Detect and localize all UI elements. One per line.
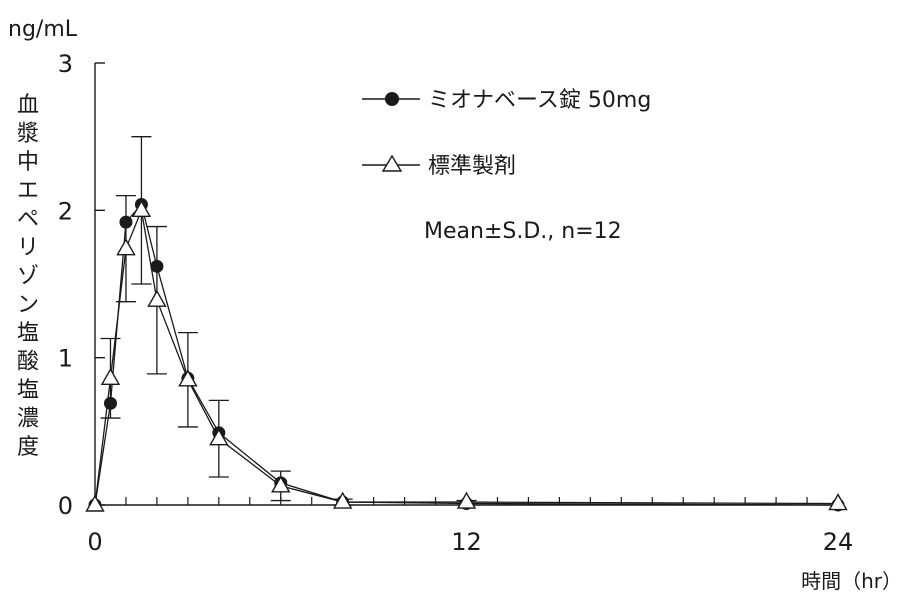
data-point-triangle: [85, 494, 105, 512]
y-axis-label-char: 中: [17, 150, 39, 175]
data-point-circle: [119, 215, 133, 229]
data-point-triangle: [100, 367, 121, 385]
y-axis-label-char: エ: [17, 179, 39, 204]
y-axis-label-char: 濃: [17, 407, 39, 432]
legend-marker-open-triangle: [381, 154, 403, 172]
y-axis-label-char: 酸: [17, 350, 39, 375]
legend-label-series-1: ミオナベース錠 50mg: [428, 88, 651, 113]
y-axis-label-char: 塩: [17, 378, 39, 403]
legend-marker-filled-circle: [385, 92, 399, 106]
data-point-triangle: [271, 475, 291, 493]
y-axis-unit-label: ng/mL: [8, 17, 78, 42]
data-point-triangle: [209, 428, 229, 446]
data-point-triangle: [178, 369, 198, 387]
y-axis-label-char: リ: [17, 236, 39, 261]
series-markers: [85, 197, 848, 512]
data-point-triangle: [332, 491, 353, 509]
x-tick-label: 24: [823, 528, 854, 556]
x-tick-label: 12: [451, 528, 482, 556]
stats-annotation: Mean±S.D., n=12: [424, 219, 622, 244]
data-point-triangle: [116, 238, 136, 256]
series-line-2: [94, 207, 839, 506]
data-point-triangle: [828, 493, 848, 511]
legend: ミオナベース錠 50mg 標準製剤 Mean±S.D., n=12: [362, 88, 651, 244]
y-axis-label-char: ン: [17, 293, 39, 318]
x-tick-label: 0: [87, 528, 102, 556]
y-axis-label-char: 塩: [17, 321, 39, 346]
y-tick-label: 1: [58, 345, 73, 373]
data-point-triangle: [456, 491, 477, 509]
error-bars: [100, 136, 477, 506]
legend-label-series-2: 標準製剤: [428, 154, 516, 179]
data-point-circle: [150, 259, 164, 273]
data-point-circle: [103, 396, 117, 410]
series-line-1: [94, 203, 839, 506]
y-axis-label-char: 度: [17, 435, 39, 460]
y-tick-label: 3: [58, 50, 73, 78]
series-lines: [94, 203, 839, 506]
y-axis-label-char: ゾ: [17, 264, 39, 289]
y-axis-label-char: ペ: [17, 207, 39, 232]
y-axis-label-char: 漿: [17, 122, 39, 147]
y-axis-label-char: 血: [17, 93, 39, 118]
x-axis-label: 時間（hr）: [801, 569, 902, 593]
data-point-triangle: [131, 199, 152, 218]
y-tick-label: 2: [58, 197, 73, 225]
y-tick-label: 0: [58, 492, 73, 520]
data-point-triangle: [147, 289, 167, 307]
